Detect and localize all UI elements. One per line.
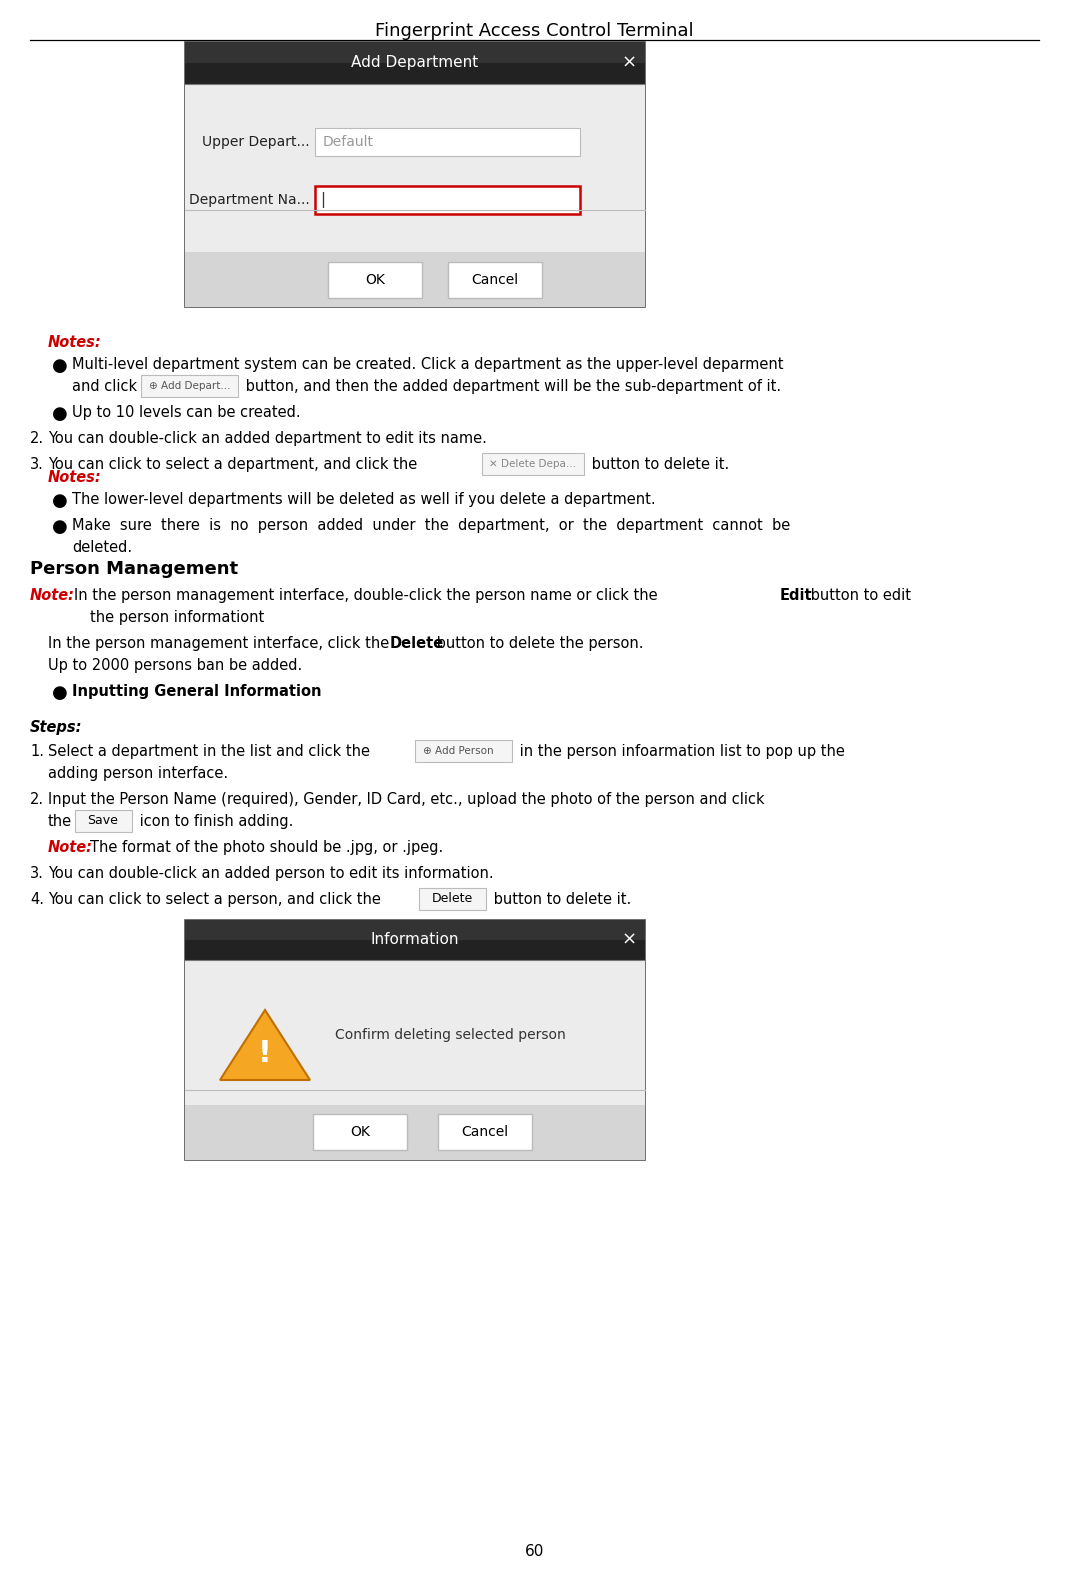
Text: the person informationt: the person informationt [90,610,264,626]
Text: Add Department: Add Department [352,55,479,71]
FancyBboxPatch shape [328,263,422,299]
Text: Person Management: Person Management [30,560,238,578]
FancyBboxPatch shape [482,453,584,475]
Text: You can double-click an added person to edit its information.: You can double-click an added person to … [48,866,494,880]
Text: and click: and click [72,379,137,395]
Text: The lower-level departments will be deleted as well if you delete a department.: The lower-level departments will be dele… [72,492,655,508]
FancyBboxPatch shape [185,1105,645,1160]
Text: Delete: Delete [390,637,445,651]
Text: ●: ● [52,357,67,376]
FancyBboxPatch shape [185,252,645,307]
FancyBboxPatch shape [448,263,542,299]
Text: Save: Save [88,814,119,827]
Text: You can click to select a department, and click the: You can click to select a department, an… [48,457,417,472]
Text: Notes:: Notes: [48,470,102,486]
Text: 3.: 3. [30,457,44,472]
Polygon shape [220,1009,310,1080]
Text: Make  sure  there  is  no  person  added  under  the  department,  or  the  depa: Make sure there is no person added under… [72,519,790,533]
Text: button to delete it.: button to delete it. [587,457,729,472]
FancyBboxPatch shape [141,376,238,398]
Text: ⊕ Add Person: ⊕ Add Person [423,747,494,756]
Text: Note:: Note: [48,839,93,855]
Text: ×: × [621,931,636,949]
Text: You can click to select a person, and click the: You can click to select a person, and cl… [48,891,381,907]
Text: ✕ Delete Depa...: ✕ Delete Depa... [489,459,576,468]
FancyBboxPatch shape [185,920,645,1160]
Text: 1.: 1. [30,744,44,759]
FancyBboxPatch shape [419,888,486,910]
Text: button to delete the person.: button to delete the person. [432,637,644,651]
Text: ⊕ Add Depart...: ⊕ Add Depart... [149,380,231,391]
Text: Upper Depart...: Upper Depart... [202,135,310,149]
Text: ●: ● [52,519,67,536]
Text: |: | [320,192,325,208]
FancyBboxPatch shape [75,810,131,832]
Text: Information: Information [371,932,460,948]
Text: Cancel: Cancel [471,274,518,288]
Text: !: ! [258,1039,272,1067]
FancyBboxPatch shape [438,1115,532,1151]
Text: The format of the photo should be .jpg, or .jpeg.: The format of the photo should be .jpg, … [90,839,444,855]
Text: deleted.: deleted. [72,541,133,555]
Text: Up to 2000 persons ban be added.: Up to 2000 persons ban be added. [48,659,303,673]
FancyBboxPatch shape [315,185,580,214]
FancyBboxPatch shape [185,42,645,83]
Text: adding person interface.: adding person interface. [48,766,228,781]
Text: Steps:: Steps: [30,720,82,736]
FancyBboxPatch shape [185,42,645,307]
Text: OK: OK [350,1126,370,1140]
Text: ●: ● [52,406,67,423]
FancyBboxPatch shape [415,740,512,762]
Text: ×: × [621,53,636,72]
Text: button, and then the added department will be the sub-department of it.: button, and then the added department wi… [241,379,781,395]
Text: 2.: 2. [30,431,44,446]
Text: Fingerprint Access Control Terminal: Fingerprint Access Control Terminal [375,22,694,39]
Text: 60: 60 [525,1545,544,1559]
FancyBboxPatch shape [315,127,580,156]
FancyBboxPatch shape [185,42,645,63]
Text: In the person management interface, click the: In the person management interface, clic… [48,637,389,651]
FancyBboxPatch shape [185,920,645,940]
Text: Confirm deleting selected person: Confirm deleting selected person [335,1028,566,1042]
Text: Cancel: Cancel [462,1126,509,1140]
FancyBboxPatch shape [185,960,645,1140]
Text: Select a department in the list and click the: Select a department in the list and clic… [48,744,370,759]
Text: button to edit: button to edit [806,588,911,604]
Text: OK: OK [365,274,385,288]
Text: icon to finish adding.: icon to finish adding. [135,814,293,828]
FancyBboxPatch shape [185,83,645,252]
Text: the: the [48,814,72,828]
Text: Input the Person Name (required), Gender, ID Card, etc., upload the photo of the: Input the Person Name (required), Gender… [48,792,764,806]
Text: Note:: Note: [30,588,75,604]
Text: 3.: 3. [30,866,44,880]
Text: Edit: Edit [780,588,812,604]
Text: ●: ● [52,684,67,703]
Text: 4.: 4. [30,891,44,907]
Text: Multi-level department system can be created. Click a department as the upper-le: Multi-level department system can be cre… [72,357,784,373]
Text: 2.: 2. [30,792,44,806]
Text: Delete: Delete [432,893,472,905]
Text: Notes:: Notes: [48,335,102,351]
Text: button to delete it.: button to delete it. [489,891,632,907]
Text: ●: ● [52,492,67,509]
FancyBboxPatch shape [313,1115,407,1151]
Text: Up to 10 levels can be created.: Up to 10 levels can be created. [72,406,300,420]
Text: Department Na...: Department Na... [189,193,310,208]
Text: In the person management interface, double-click the person name or click the: In the person management interface, doub… [74,588,657,604]
Text: Default: Default [323,135,374,149]
Text: You can double-click an added department to edit its name.: You can double-click an added department… [48,431,486,446]
FancyBboxPatch shape [185,920,645,960]
Text: in the person infoarmation list to pop up the: in the person infoarmation list to pop u… [515,744,845,759]
Text: Inputting General Information: Inputting General Information [72,684,322,700]
